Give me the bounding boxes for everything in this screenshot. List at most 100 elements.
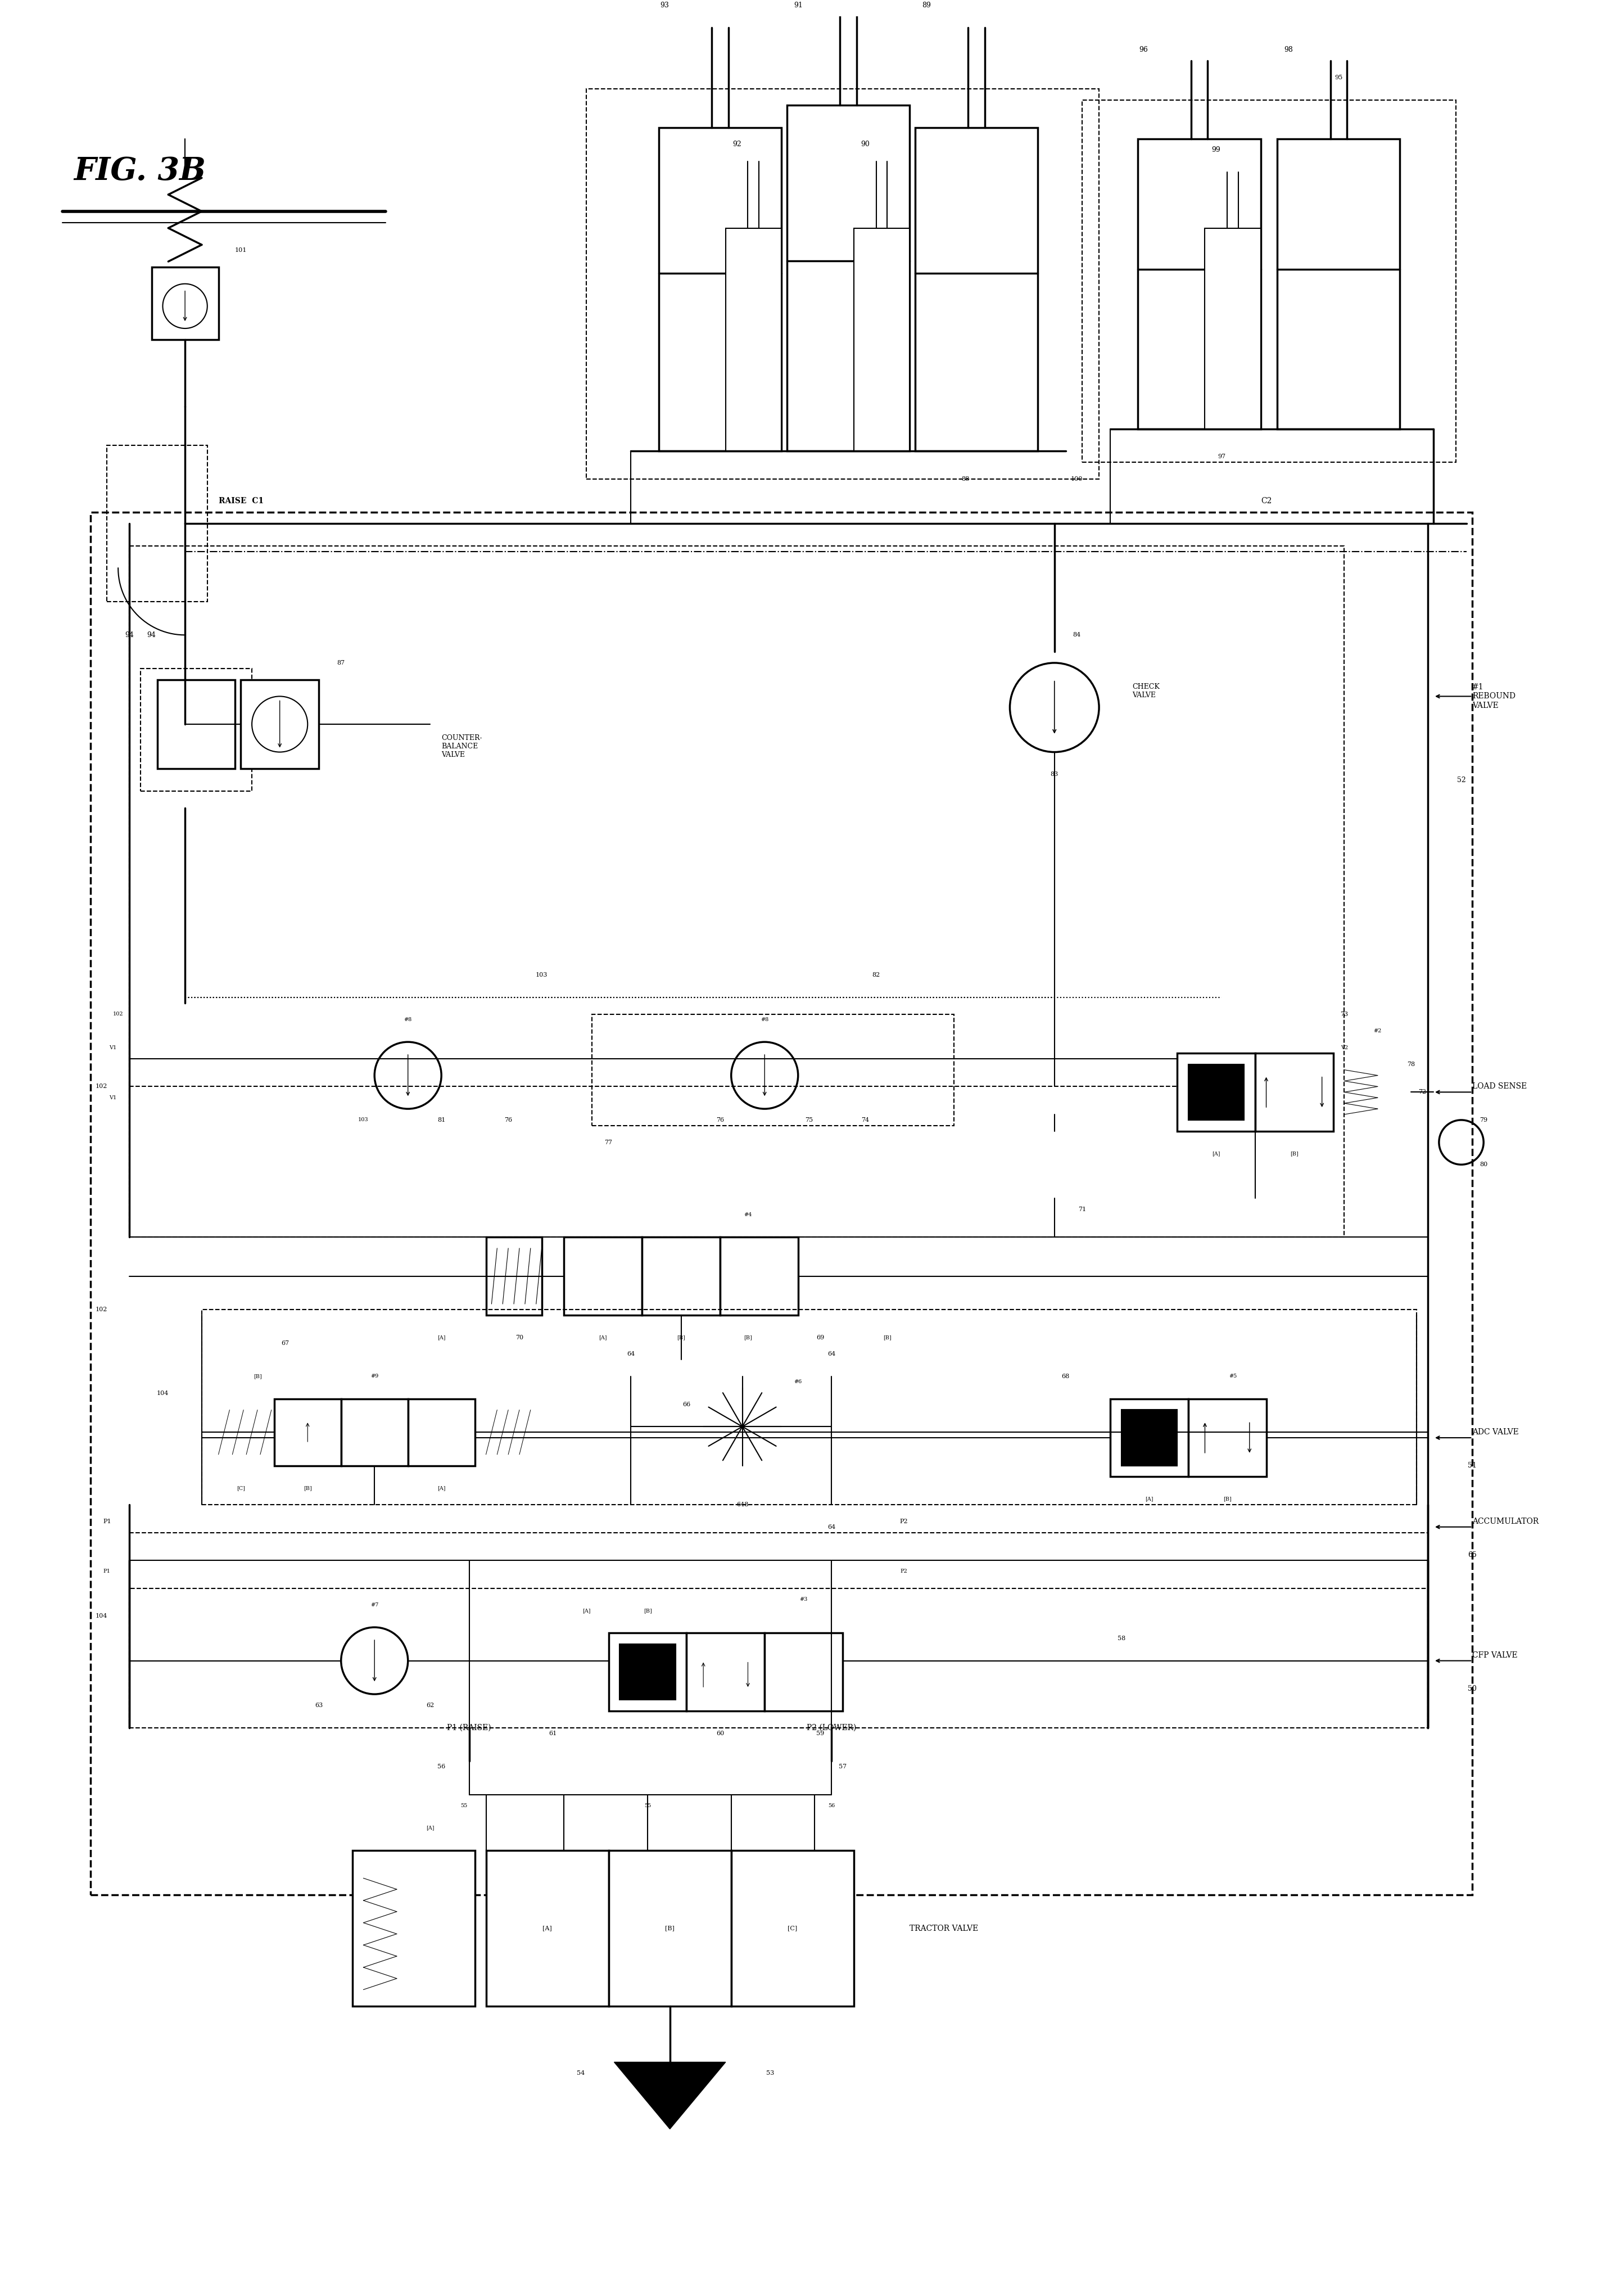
Text: 58: 58	[1117, 1637, 1125, 1641]
Text: 104: 104	[96, 1614, 107, 1618]
Text: 61: 61	[549, 1730, 557, 1735]
Text: CHECK
VALVE: CHECK VALVE	[1132, 682, 1160, 698]
Polygon shape	[486, 1850, 609, 2007]
Text: #1
REBOUND
VALVE: #1 REBOUND VALVE	[1473, 684, 1515, 710]
Text: 102: 102	[96, 1083, 107, 1090]
Text: [B]: [B]	[643, 1609, 651, 1614]
Text: 74: 74	[861, 1117, 869, 1124]
Text: P2: P2	[900, 1518, 908, 1524]
Text: 55: 55	[460, 1804, 468, 1808]
Text: P1: P1	[104, 1568, 110, 1575]
Text: 89: 89	[922, 2, 931, 9]
Text: [A]: [A]	[1212, 1151, 1220, 1156]
Text: 101: 101	[235, 247, 247, 254]
Polygon shape	[788, 105, 909, 451]
Polygon shape	[1189, 1064, 1244, 1119]
Text: [B]: [B]	[1289, 1151, 1298, 1156]
Text: 97: 97	[1218, 453, 1226, 460]
Text: LOAD SENSE: LOAD SENSE	[1473, 1083, 1527, 1090]
Text: 99: 99	[1212, 146, 1221, 153]
Text: 60: 60	[716, 1730, 724, 1735]
Text: [C]: [C]	[237, 1486, 245, 1490]
Text: [A]: [A]	[437, 1334, 445, 1339]
Polygon shape	[1111, 1399, 1189, 1476]
Text: #7: #7	[370, 1602, 378, 1607]
Polygon shape	[719, 1236, 797, 1316]
Polygon shape	[1177, 1053, 1255, 1131]
Text: 51: 51	[1468, 1463, 1476, 1470]
Text: #8: #8	[404, 1016, 412, 1023]
Text: 80: 80	[1479, 1163, 1488, 1167]
Text: 78: 78	[1406, 1062, 1415, 1067]
Polygon shape	[352, 1850, 474, 2007]
Text: 103: 103	[536, 973, 547, 977]
Polygon shape	[641, 1236, 719, 1316]
Text: 64: 64	[828, 1351, 835, 1357]
Polygon shape	[240, 680, 318, 769]
Text: 102: 102	[114, 1012, 123, 1016]
Text: 96: 96	[1138, 46, 1148, 53]
Polygon shape	[854, 229, 909, 451]
Polygon shape	[609, 1850, 731, 2007]
Polygon shape	[659, 128, 781, 451]
Text: 57: 57	[838, 1765, 846, 1769]
Text: 67: 67	[281, 1339, 289, 1346]
Text: 56: 56	[437, 1765, 445, 1769]
Text: #9: #9	[370, 1373, 378, 1378]
Text: [B]: [B]	[304, 1486, 312, 1490]
Text: ACCUMULATOR: ACCUMULATOR	[1473, 1518, 1540, 1524]
Text: [B]: [B]	[1223, 1497, 1231, 1502]
Polygon shape	[169, 691, 219, 758]
Text: 104: 104	[156, 1389, 169, 1396]
Text: 72: 72	[1418, 1090, 1426, 1094]
Text: CFP VALVE: CFP VALVE	[1473, 1650, 1518, 1660]
Text: #8: #8	[760, 1016, 768, 1023]
Text: COUNTER-
BALANCE
VALVE: COUNTER- BALANCE VALVE	[442, 735, 482, 758]
Text: 63: 63	[315, 1703, 323, 1708]
Text: 81: 81	[437, 1117, 445, 1124]
Text: 84: 84	[1073, 632, 1080, 639]
Polygon shape	[1138, 140, 1260, 428]
Text: FIG. 3B: FIG. 3B	[73, 156, 206, 185]
Text: [B]: [B]	[253, 1373, 261, 1378]
Text: C2: C2	[1260, 497, 1272, 506]
Text: 87: 87	[338, 659, 344, 666]
Polygon shape	[659, 1254, 703, 1293]
Text: 56: 56	[828, 1804, 835, 1808]
Polygon shape	[731, 1850, 854, 2007]
Text: #5: #5	[1229, 1373, 1237, 1378]
Polygon shape	[765, 1632, 843, 1710]
Text: [A]: [A]	[1145, 1497, 1153, 1502]
Text: 76: 76	[716, 1117, 724, 1124]
Polygon shape	[1121, 1410, 1177, 1465]
Text: [C]: [C]	[788, 1925, 797, 1932]
Text: 648: 648	[736, 1502, 749, 1508]
Text: 70: 70	[515, 1334, 523, 1341]
Text: P1 (RAISE): P1 (RAISE)	[447, 1724, 492, 1730]
Polygon shape	[408, 1399, 474, 1465]
Text: 92: 92	[732, 142, 741, 149]
Text: 98: 98	[1285, 46, 1293, 53]
Polygon shape	[1278, 140, 1400, 428]
Text: 76: 76	[505, 1117, 512, 1124]
Text: [A]: [A]	[437, 1486, 445, 1490]
Text: [B]: [B]	[666, 1925, 674, 1932]
Text: 90: 90	[861, 142, 869, 149]
Text: [A]: [A]	[425, 1824, 434, 1831]
Text: 50: 50	[1468, 1685, 1476, 1692]
Text: 54: 54	[577, 2072, 585, 2076]
Polygon shape	[620, 1644, 676, 1701]
Text: 103: 103	[359, 1117, 369, 1122]
Text: 55: 55	[645, 1804, 651, 1808]
Text: 79: 79	[1479, 1117, 1488, 1124]
Polygon shape	[614, 2062, 726, 2129]
Text: 59: 59	[817, 1730, 825, 1735]
Text: P2 (LOWER): P2 (LOWER)	[807, 1724, 856, 1730]
Polygon shape	[564, 1236, 641, 1316]
Text: 91: 91	[794, 2, 802, 9]
Text: 64: 64	[627, 1351, 635, 1357]
Text: 64: 64	[828, 1524, 835, 1529]
Text: 94: 94	[148, 632, 156, 639]
Polygon shape	[609, 1632, 687, 1710]
Text: 102: 102	[96, 1307, 107, 1312]
